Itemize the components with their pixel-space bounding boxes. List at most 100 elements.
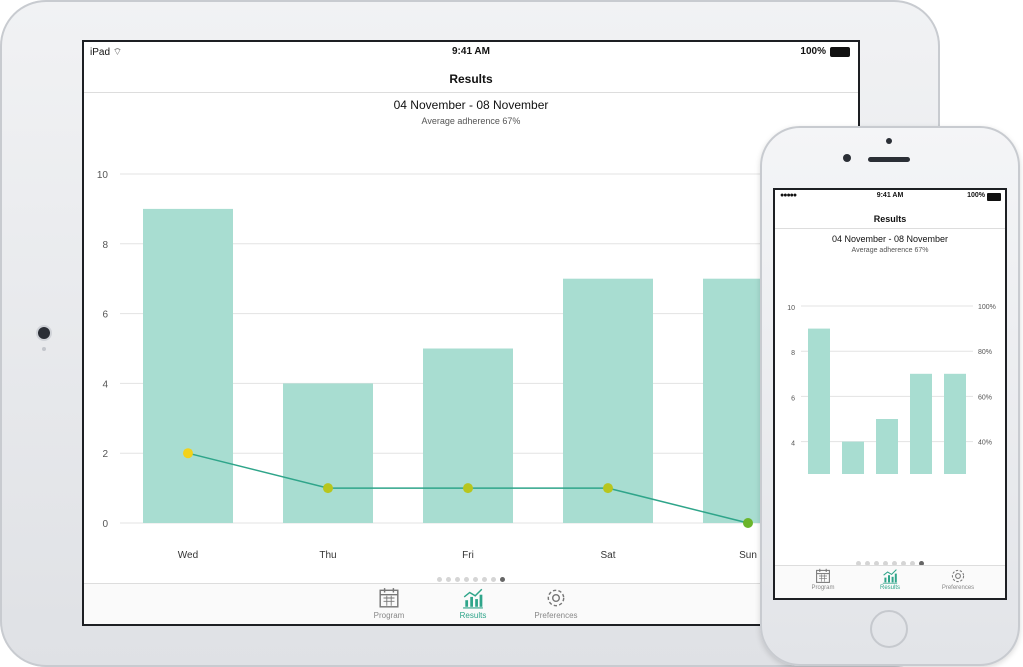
tab-results[interactable]: Results xyxy=(438,587,508,620)
page-dot[interactable] xyxy=(491,577,496,582)
camera-icon xyxy=(843,154,851,162)
carrier-label: iPad ⌔ xyxy=(90,47,123,58)
y-right-tick-label: 60% xyxy=(978,394,992,401)
line-point xyxy=(743,518,753,528)
page-dot[interactable] xyxy=(892,561,897,566)
line-point xyxy=(603,483,613,494)
tab-results[interactable]: Results xyxy=(860,568,920,591)
nav-title: Results xyxy=(873,214,907,224)
battery-percent: 100% xyxy=(800,46,826,57)
status-bar: ●●●●● 9:41 AM 100% xyxy=(775,190,1005,204)
tab-preferences[interactable]: Preferences xyxy=(521,587,591,620)
speaker-grille xyxy=(868,157,910,162)
bar xyxy=(143,208,233,523)
x-tick-label: Wed xyxy=(178,550,198,561)
y-tick-label: 6 xyxy=(791,395,795,402)
page-dot[interactable] xyxy=(919,561,924,566)
page-dot[interactable] xyxy=(437,577,442,582)
x-tick-label: Sat xyxy=(600,550,615,561)
status-time: 9:41 AM xyxy=(876,192,904,199)
battery-percent: 100% xyxy=(967,192,985,199)
battery-icon xyxy=(830,47,850,57)
y-right-tick-label: 40% xyxy=(978,440,992,447)
calendar-icon xyxy=(793,568,853,584)
average-adherence: Average adherence 67% xyxy=(421,116,521,126)
signal-icon: ●●●●● xyxy=(780,192,797,199)
wifi-icon: ⌔ xyxy=(112,47,123,58)
tab-label: Program xyxy=(811,585,835,591)
line-point xyxy=(323,483,333,494)
page-indicator[interactable] xyxy=(84,569,858,587)
bar xyxy=(842,441,864,474)
bar xyxy=(563,278,653,523)
date-range: 04 November - 08 November xyxy=(831,234,949,244)
chart-header: 04 November - 08 November Average adhere… xyxy=(775,234,1005,254)
tab-program[interactable]: Program xyxy=(793,568,853,591)
battery-icon xyxy=(987,193,1001,201)
page-dot[interactable] xyxy=(482,577,487,582)
x-tick-label: Fri xyxy=(462,550,474,561)
page-dot[interactable] xyxy=(874,561,879,566)
line-point xyxy=(463,483,473,494)
bar xyxy=(423,348,513,523)
tab-label: Results xyxy=(879,585,900,591)
y-tick-label: 4 xyxy=(102,379,108,390)
home-button[interactable] xyxy=(870,610,908,648)
tab-label: Preferences xyxy=(534,611,578,620)
iphone-screen: ●●●●● 9:41 AM 100% Results 04 November -… xyxy=(773,188,1007,600)
page-dot[interactable] xyxy=(901,561,906,566)
calendar-icon xyxy=(354,587,424,609)
tab-label: Program xyxy=(373,611,405,620)
nav-title: Results xyxy=(449,72,493,86)
chart-icon xyxy=(860,568,920,584)
proximity-sensor xyxy=(886,138,892,144)
tab-preferences[interactable]: Preferences xyxy=(928,568,988,591)
bar xyxy=(283,383,373,523)
y-tick-label: 2 xyxy=(102,449,108,460)
y-tick-label: 8 xyxy=(102,240,108,251)
gear-icon xyxy=(928,568,988,584)
page-dot[interactable] xyxy=(446,577,451,582)
page-dot[interactable] xyxy=(473,577,478,582)
page-dot[interactable] xyxy=(455,577,460,582)
page-dot[interactable] xyxy=(464,577,469,582)
bar xyxy=(910,373,932,474)
tab-bar: Program Results Preferences xyxy=(84,583,858,624)
results-chart: 0 2 4 6 8 10 Wed Thu Fri Sat Sun xyxy=(97,170,858,561)
average-adherence: Average adherence 67% xyxy=(851,247,929,254)
bar xyxy=(944,373,966,474)
date-range: 04 November - 08 November xyxy=(393,98,549,112)
tab-bar: Program Results Preferences xyxy=(775,565,1005,598)
nav-bar: Results xyxy=(84,62,858,93)
gear-icon xyxy=(521,587,591,609)
page-dot[interactable] xyxy=(500,577,505,582)
sensor-dot xyxy=(42,347,46,351)
page-dot[interactable] xyxy=(856,561,861,566)
iphone-device: ●●●●● 9:41 AM 100% Results 04 November -… xyxy=(760,126,1020,666)
y-right-tick-label: 80% xyxy=(978,349,992,356)
line-point xyxy=(183,448,193,459)
tab-label: Preferences xyxy=(941,585,975,591)
tab-label: Results xyxy=(459,611,487,620)
y-tick-label: 6 xyxy=(102,310,108,321)
status-time: 9:41 AM xyxy=(452,46,490,57)
y-tick-label: 8 xyxy=(791,350,795,357)
page-dot[interactable] xyxy=(865,561,870,566)
bar xyxy=(876,419,898,474)
y-tick-label: 4 xyxy=(791,441,795,448)
page-dot[interactable] xyxy=(910,561,915,566)
page-dot[interactable] xyxy=(883,561,888,566)
y-tick-label: 10 xyxy=(787,305,795,312)
status-bar: iPad ⌔ 9:41 AM 100% xyxy=(84,42,858,62)
nav-bar: Results xyxy=(775,204,1005,229)
bar xyxy=(808,328,830,474)
y-right-tick-label: 100% xyxy=(978,304,996,311)
camera-icon xyxy=(38,327,50,339)
tab-program[interactable]: Program xyxy=(354,587,424,620)
page-indicator[interactable] xyxy=(775,553,1005,571)
y-tick-label: 10 xyxy=(97,170,109,181)
chart-icon xyxy=(438,587,508,609)
x-tick-label: Thu xyxy=(319,550,336,561)
chart-header: 04 November - 08 November Average adhere… xyxy=(84,98,858,126)
